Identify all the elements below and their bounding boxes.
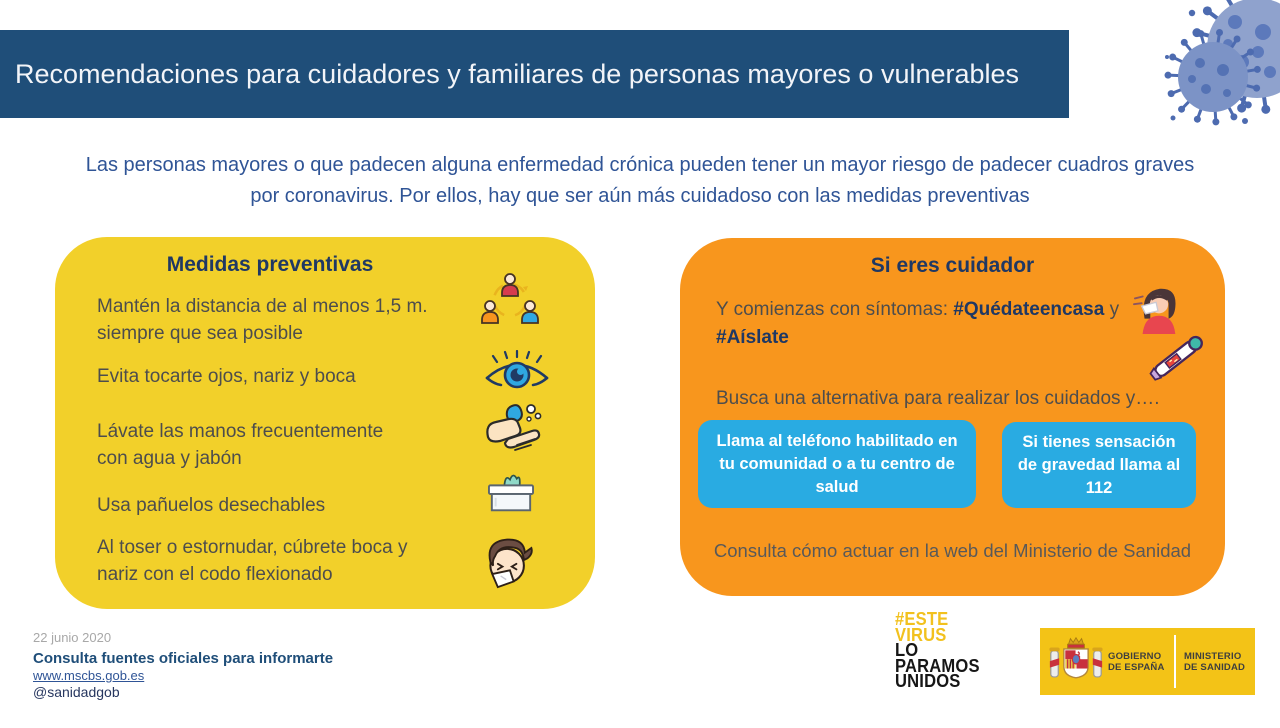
call-112-button[interactable]: Si tienes sensación de gravedad llama al… xyxy=(1002,422,1196,508)
date-label: 22 junio 2020 xyxy=(33,630,112,645)
social-handle: @sanidadgob xyxy=(33,684,120,700)
eye-icon xyxy=(485,350,549,389)
hand-washing-icon xyxy=(486,404,542,451)
sneezing-woman-icon xyxy=(1132,288,1176,334)
list-item-cough-elbow: Al toser o estornudar, cúbrete boca y na… xyxy=(97,537,408,585)
people-distance-icon xyxy=(481,273,539,324)
subtitle: Las personas mayores o que padecen algun… xyxy=(0,150,1280,212)
symptoms-connector: y xyxy=(1104,299,1120,320)
website-link[interactable]: www.mscbs.gob.es xyxy=(33,668,145,683)
official-sources-label: Consulta fuentes oficiales para informar… xyxy=(33,650,334,667)
gov-line: DE ESPAÑA xyxy=(1108,661,1165,673)
caregiver-card: Si eres cuidador Y comienzas con síntoma… xyxy=(680,238,1225,596)
ministry-label: MINISTERIO DE SANIDAD xyxy=(1184,651,1246,673)
campaign-line: UNIDOS xyxy=(895,671,961,691)
preventive-card-title: Medidas preventivas xyxy=(166,253,374,276)
coronavirus-icon xyxy=(1164,0,1280,126)
campaign-line: VIRUS xyxy=(895,624,947,645)
gov-line: GOBIERNO xyxy=(1108,650,1162,662)
symptoms-paragraph: Y comienzas con síntomas: #Quédateencasa… xyxy=(716,296,1156,352)
list-item-avoid-touching-face: Evita tocarte ojos, nariz y boca xyxy=(97,366,356,387)
ministry-line: DE SANIDAD xyxy=(1184,661,1246,673)
list-item-disposable-tissues: Usa pañuelos desechables xyxy=(97,495,326,516)
subtitle-line-2: por coronavirus. Por ellos, hay que ser … xyxy=(250,185,1030,207)
hashtag-quedateencasa: #Quédateencasa xyxy=(953,299,1105,320)
subtitle-line-1: Las personas mayores o que padecen algun… xyxy=(85,154,1195,176)
symptoms-prefix: Y comienzas con síntomas: xyxy=(716,299,954,320)
coat-of-arms-icon xyxy=(1049,636,1103,679)
logo-divider xyxy=(1174,635,1176,688)
hashtag-aislate: #Aíslate xyxy=(716,327,789,348)
ministry-web-note: Consulta cómo actuar en la web del Minis… xyxy=(713,540,1192,561)
page-title: Recomendaciones para cuidadores y famili… xyxy=(15,58,1020,89)
ministry-line: MINISTERIO xyxy=(1184,650,1242,662)
sneeze-into-elbow-icon xyxy=(488,538,533,589)
campaign-line: #ESTE xyxy=(895,609,949,629)
este-virus-campaign-logo: #ESTE VIRUS LO PARAMOS UNIDOS xyxy=(895,609,980,691)
header-bar: Recomendaciones para cuidadores y famili… xyxy=(0,30,1069,118)
thermometer-icon xyxy=(1149,335,1203,381)
tissue-box-icon xyxy=(488,474,534,512)
campaign-line: PARAMOS xyxy=(895,655,980,676)
preventive-measures-card: Medidas preventivas Mantén la distancia … xyxy=(55,237,595,609)
caregiver-card-title: Si eres cuidador xyxy=(870,254,1035,277)
alternative-text: Busca una alternativa para realizar los … xyxy=(716,388,1160,409)
government-logo: GOBIERNO DE ESPAÑA MINISTERIO DE SANIDAD xyxy=(1040,628,1255,695)
call-community-phone-button[interactable]: Llama al teléfono habilitado en tu comun… xyxy=(698,420,976,508)
list-item-distance: Mantén la distancia de al menos 1,5 m. s… xyxy=(97,296,428,344)
government-entity-label: GOBIERNO DE ESPAÑA xyxy=(1108,651,1170,673)
campaign-line: LO xyxy=(895,640,919,660)
list-item-wash-hands: Lávate las manos frecuentemente con agua… xyxy=(97,421,384,469)
